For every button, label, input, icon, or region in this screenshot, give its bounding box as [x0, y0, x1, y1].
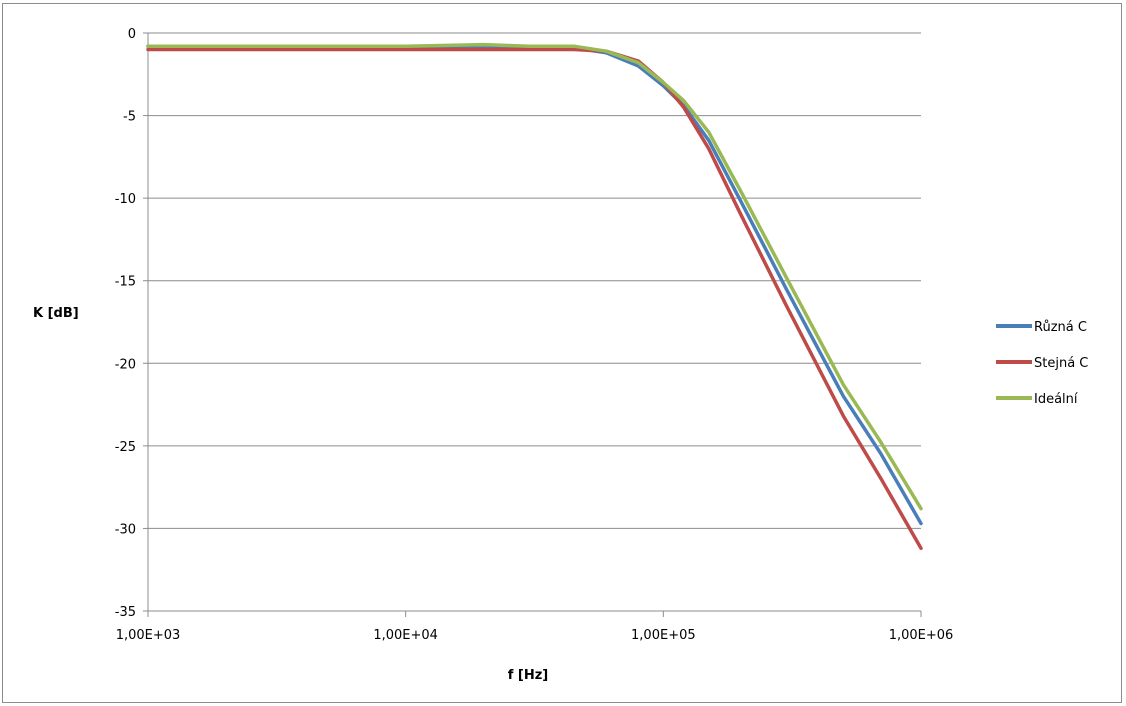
x-tick-label: 1,00E+04: [373, 628, 438, 643]
legend-label: Ideální: [1034, 392, 1078, 407]
legend: Různá C Stejná C Ideální: [996, 320, 1088, 407]
y-tick-label: -25: [115, 440, 136, 455]
y-tick-label: -35: [115, 605, 136, 620]
x-tick-label: 1,00E+05: [631, 628, 696, 643]
y-tick-label: -15: [115, 275, 136, 290]
y-axis-label: K [dB]: [33, 306, 79, 321]
series-lines: [146, 42, 923, 550]
x-tick-label: 1,00E+03: [116, 628, 181, 643]
legend-label: Stejná C: [1034, 356, 1088, 371]
y-tick-labels: 0 -5 -10 -15 -20 -25 -30 -35: [115, 27, 136, 620]
series-line-0: [146, 44, 923, 526]
y-tick-label: -30: [115, 522, 136, 537]
y-tick-label: 0: [128, 27, 136, 42]
x-tick-labels: 1,00E+03 1,00E+04 1,00E+05 1,00E+06: [116, 628, 954, 643]
chart-svg: 0-5-10-15-20-25-30-35 1,00E+03 1,00E+04 1,…: [33, 27, 1088, 683]
gridlines: [148, 32, 921, 529]
series-line-2: [146, 42, 923, 511]
y-tick-label: -10: [115, 192, 136, 207]
chart-frame: 0 -5 -10 -15 -20 -25 -30 -35 1,00E+03 1,00E+04 1,…: [2, 3, 1122, 703]
y-tick-label: -5: [123, 110, 136, 125]
legend-label: Různá C: [1034, 320, 1087, 335]
series-line-1: [146, 47, 923, 550]
x-axis-label: f [Hz]: [508, 668, 549, 683]
y-tick-label: -20: [115, 357, 136, 372]
x-tick-label: 1,00E+06: [889, 628, 954, 643]
axes: [143, 32, 922, 617]
